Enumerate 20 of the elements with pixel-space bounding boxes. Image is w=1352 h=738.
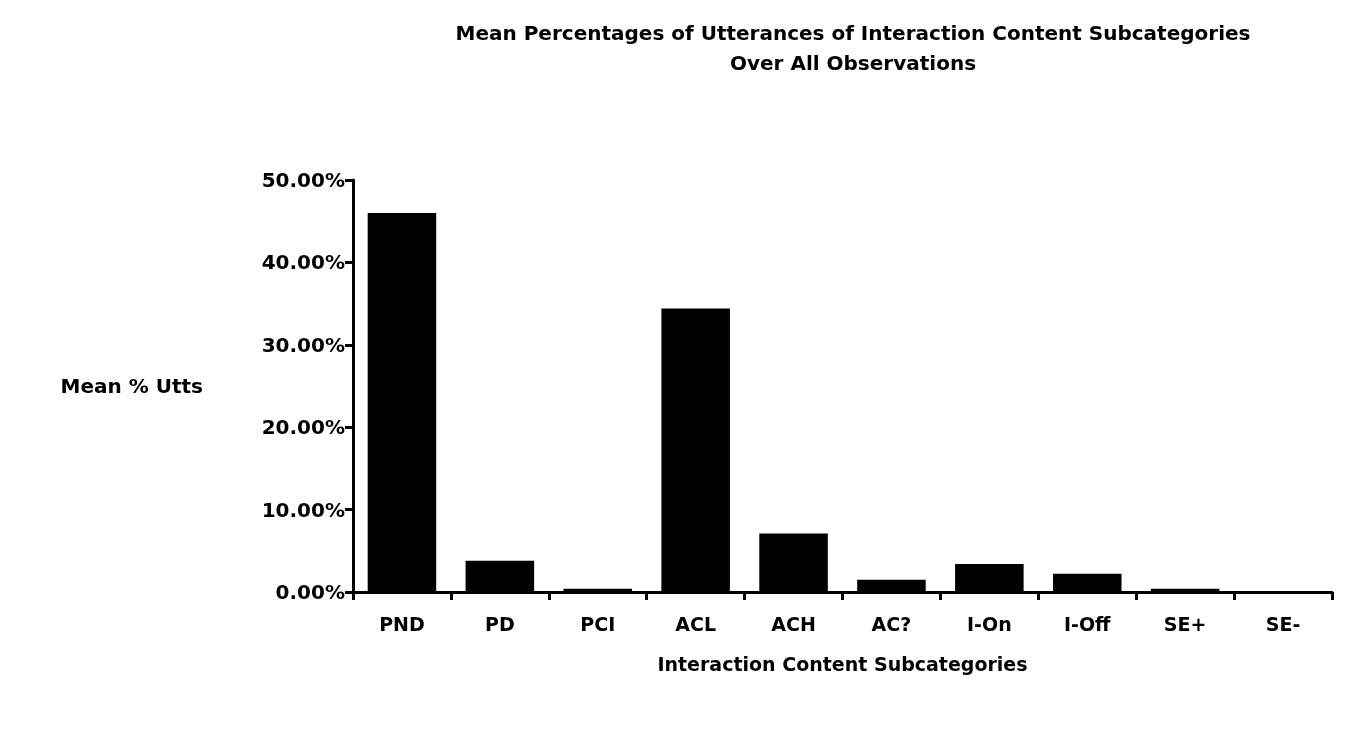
x-tick-label: PCI [580, 612, 616, 635]
y-tick-label: 40.00% [261, 250, 345, 275]
chart-title: Mean Percentages of Utterances of Interaction Content Subcategories [455, 21, 1251, 45]
x-tick-label: ACH [771, 612, 816, 635]
x-tick-label: I-On [967, 612, 1012, 635]
chart-subtitle: Over All Observations [729, 51, 977, 75]
x-tick-label: ACL [675, 612, 717, 635]
x-tick-label: I-Off [1064, 612, 1112, 635]
y-tick-label: 20.00% [261, 415, 345, 440]
x-tick-label: PND [379, 612, 425, 635]
x-tick-label: AC? [871, 612, 912, 635]
y-tick-label: 50.00% [261, 168, 345, 192]
x-tick-label: PD [485, 612, 515, 635]
x-tick-label: SE- [1265, 612, 1301, 635]
y-tick-label: 10.00% [261, 497, 345, 522]
y-tick-label: 0.00% [275, 580, 345, 604]
x-axis-title: Interaction Content Subcategories [657, 652, 1028, 675]
y-tick-label: 30.00% [261, 332, 345, 357]
x-tick-label: SE+ [1163, 612, 1207, 635]
y-axis-title: Mean % Utts [60, 374, 203, 398]
